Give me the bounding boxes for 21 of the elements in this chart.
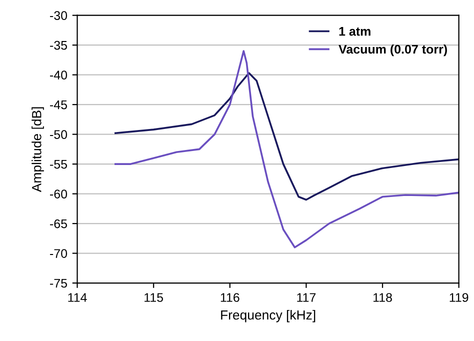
y-axis-title: Amplitude [dB]: [32, 107, 44, 192]
x-tick-label: 117: [297, 293, 316, 302]
x-tick-label: 115: [144, 293, 164, 302]
y-tick-label: -30: [50, 11, 68, 20]
line-series: [114, 72, 459, 201]
legend-label: 1 atm: [339, 27, 370, 36]
legend-label: Vacuum (0.07 torr): [338, 44, 447, 56]
y-tick-label: -45: [50, 100, 68, 110]
y-tick-label: -65: [50, 219, 68, 228]
y-tick-label: -40: [50, 70, 68, 80]
x-tick-label: 119: [450, 293, 468, 302]
y-tick-label: -35: [50, 40, 68, 50]
x-axis-title: Frequency [kHz]: [221, 310, 316, 322]
y-tick-label: -70: [50, 249, 68, 258]
x-tick-label: 116: [220, 293, 240, 302]
y-tick-label: -75: [50, 278, 68, 288]
y-tick-label: -55: [50, 160, 68, 169]
y-tick-label: -60: [50, 190, 68, 198]
x-tick-label: 114: [68, 293, 87, 302]
x-tick-label: 118: [374, 293, 392, 302]
y-tick-label: -50: [50, 130, 68, 139]
